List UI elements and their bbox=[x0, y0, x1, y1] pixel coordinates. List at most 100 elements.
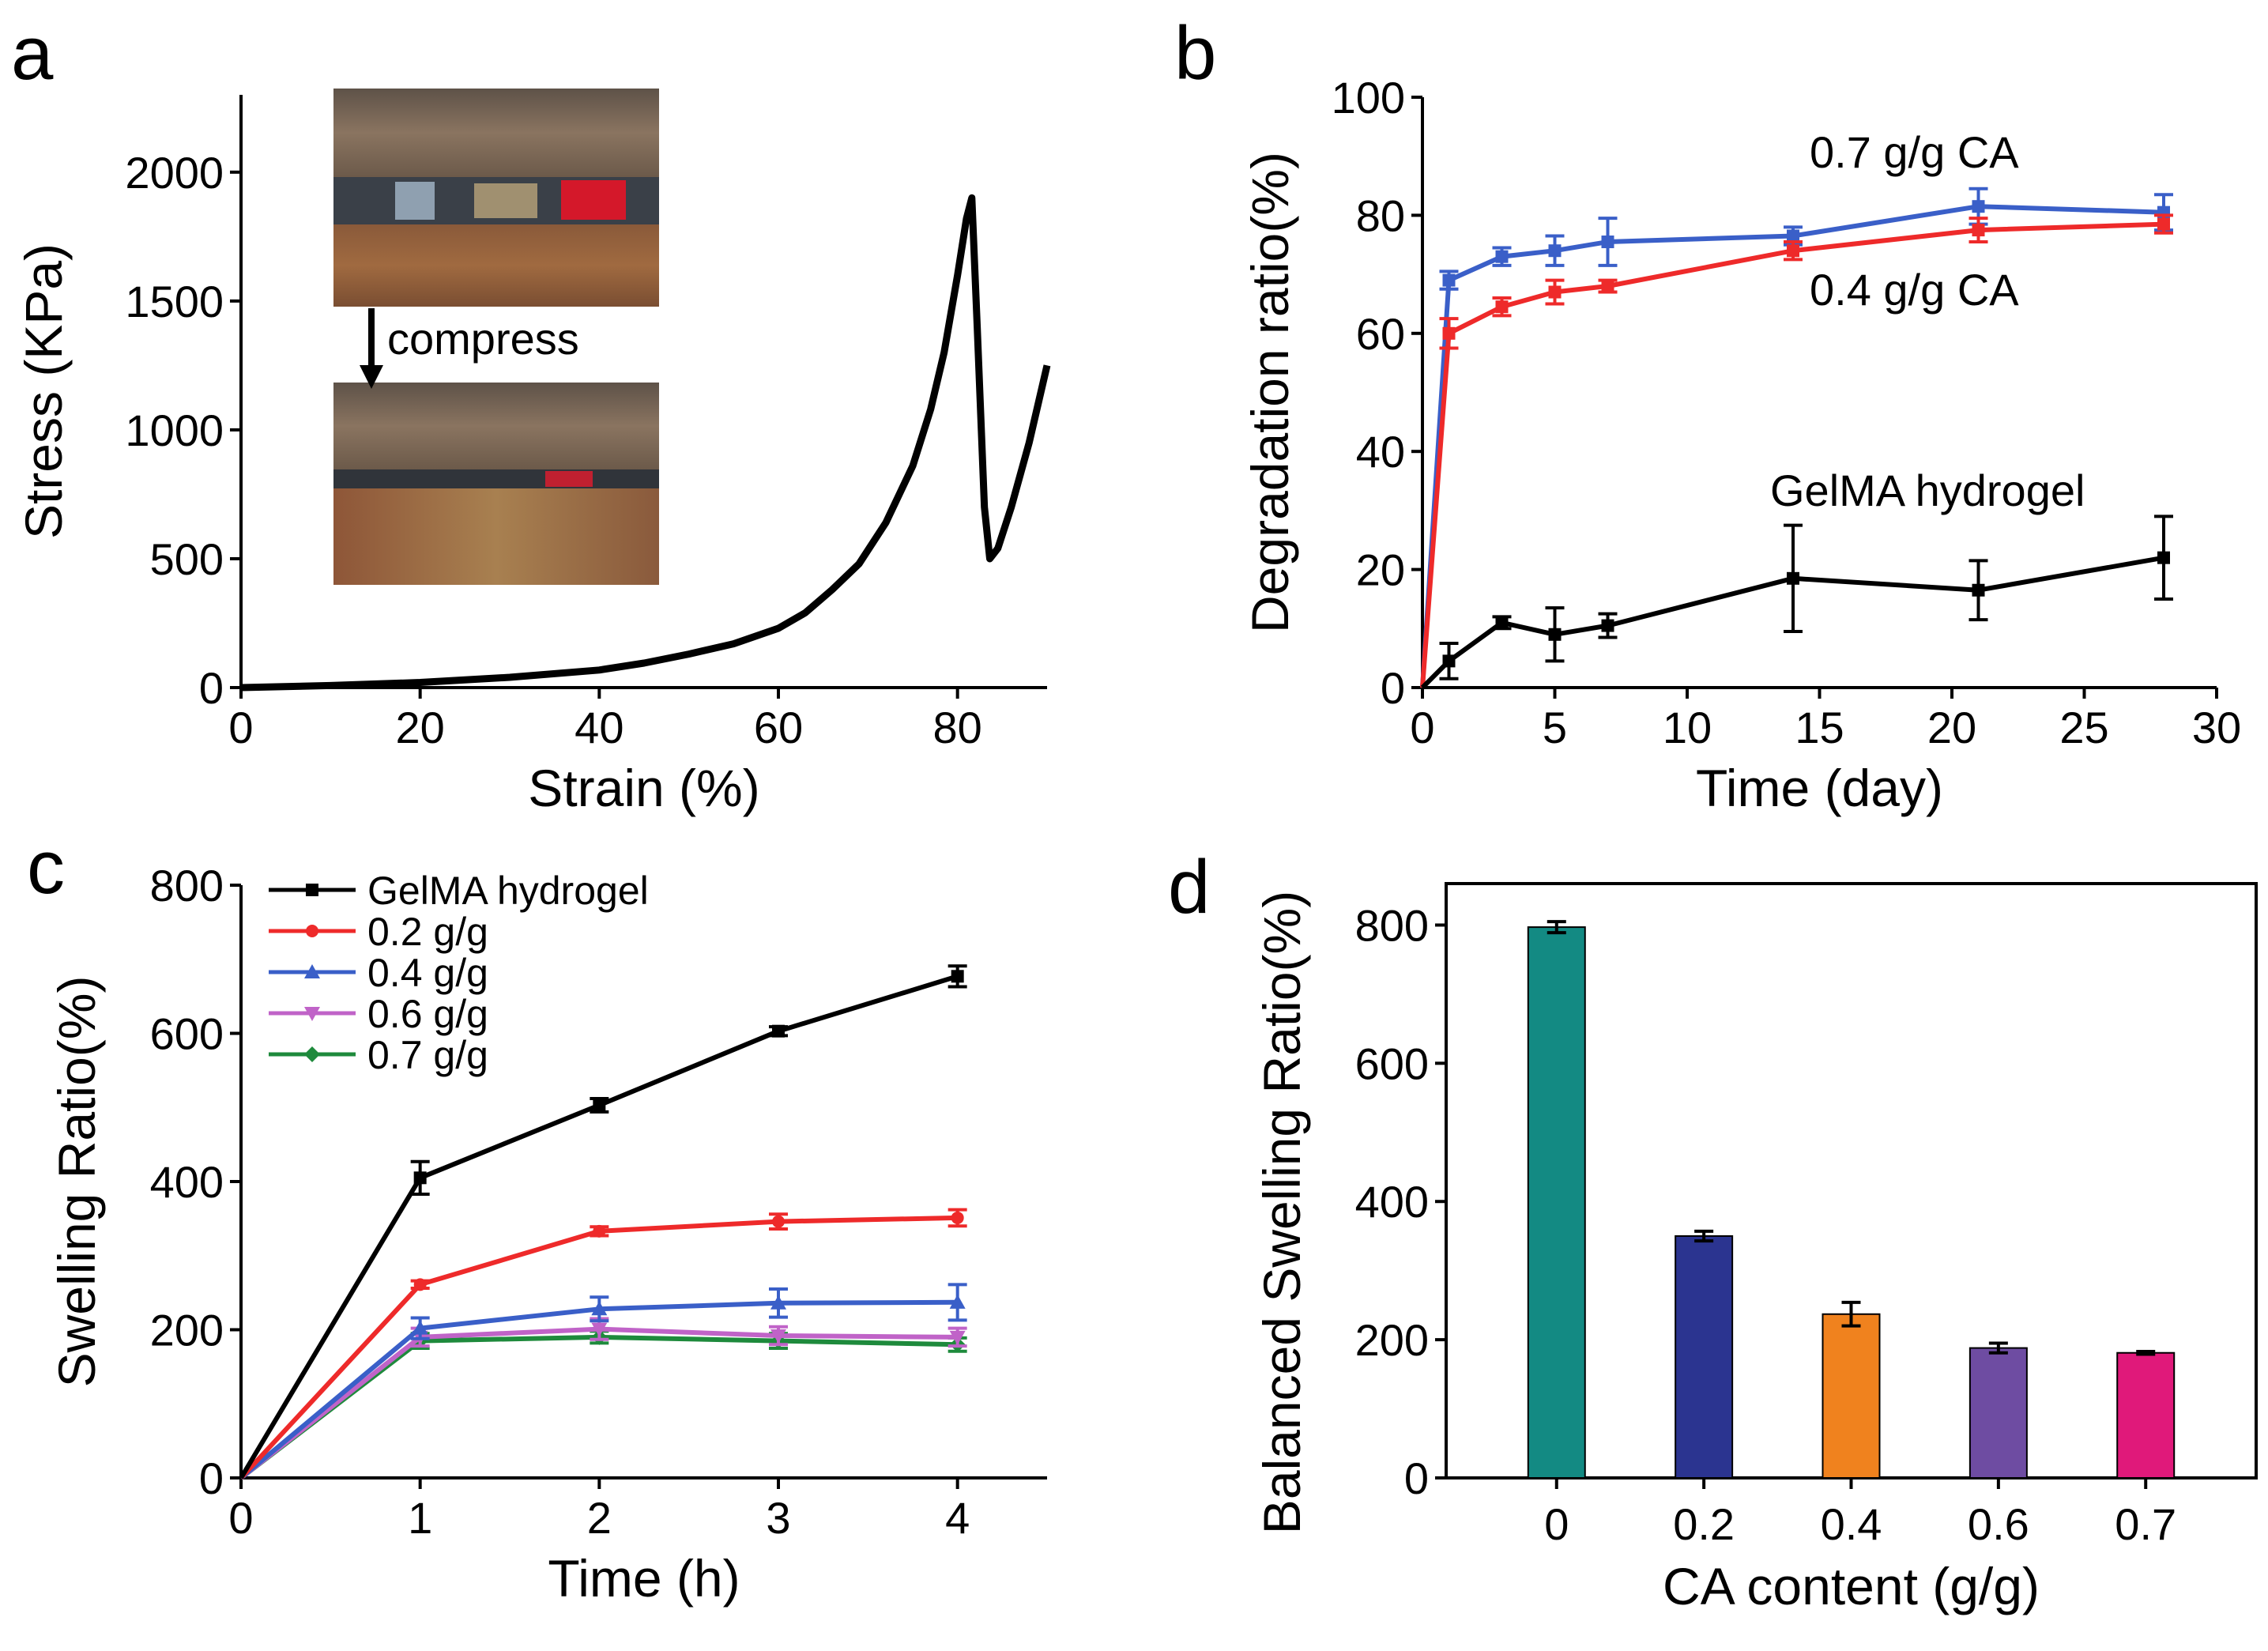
data-point-b bbox=[1972, 200, 1985, 213]
legend-marker-c bbox=[306, 884, 318, 896]
x-tick-label-a: 40 bbox=[575, 703, 624, 752]
bar-d bbox=[1822, 1313, 1881, 1479]
x-axis-label-a: Strain (%) bbox=[528, 759, 759, 817]
y-tick-label-a: 0 bbox=[199, 663, 224, 713]
inset-photo-after bbox=[333, 383, 659, 585]
data-point-c bbox=[951, 1211, 964, 1224]
x-tick-label-d: 0.6 bbox=[1968, 1499, 2029, 1549]
annotation-04-ca: 0.4 g/g CA bbox=[1810, 265, 2019, 315]
y-tick-label-c: 400 bbox=[150, 1157, 224, 1207]
x-tick-label-d: 0.2 bbox=[1673, 1499, 1735, 1549]
y-tick-label-a: 500 bbox=[150, 534, 224, 584]
annotation-07-ca: 0.7 g/g CA bbox=[1810, 127, 2019, 177]
x-axis-label-b: Time (day) bbox=[1696, 759, 1943, 817]
x-tick-label-a: 60 bbox=[754, 703, 803, 752]
data-point-c bbox=[412, 1320, 428, 1335]
x-tick-label-b: 5 bbox=[1543, 703, 1567, 752]
data-point-c bbox=[770, 1295, 786, 1310]
data-point-b bbox=[1442, 654, 1456, 668]
data-point-b bbox=[1601, 280, 1614, 293]
data-point-b bbox=[1442, 326, 1456, 340]
x-tick-label-c: 4 bbox=[945, 1493, 970, 1543]
series-line-c bbox=[239, 1326, 958, 1480]
data-point-b bbox=[1972, 583, 1985, 597]
x-tick-label-a: 20 bbox=[396, 703, 445, 752]
series-line-b bbox=[1420, 555, 2164, 690]
bar-d bbox=[1968, 1347, 2028, 1479]
panel-label-a: a bbox=[11, 11, 54, 96]
x-tick-label-a: 0 bbox=[228, 703, 253, 752]
data-point-c bbox=[951, 970, 964, 983]
data-point-c bbox=[591, 1301, 608, 1316]
data-point-c bbox=[593, 1224, 606, 1238]
data-point-b bbox=[1787, 229, 1799, 243]
data-point-c bbox=[591, 1322, 608, 1337]
legend-label-c: GelMA hydrogel bbox=[367, 869, 649, 913]
data-point-c bbox=[770, 1329, 786, 1344]
series-line-c bbox=[239, 1215, 958, 1480]
data-point-c bbox=[772, 1215, 785, 1228]
legend-label-c: 0.4 g/g bbox=[367, 951, 488, 995]
data-point-b bbox=[1548, 285, 1562, 299]
data-point-c bbox=[413, 1278, 427, 1291]
y-tick-label-b: 40 bbox=[1356, 427, 1405, 477]
y-tick-label-b: 0 bbox=[1381, 663, 1405, 713]
data-point-c bbox=[593, 1099, 606, 1112]
data-point-c bbox=[949, 1330, 966, 1345]
panel-label-d: d bbox=[1168, 845, 1210, 929]
y-tick-label-a: 2000 bbox=[125, 148, 224, 198]
data-point-b bbox=[1787, 571, 1799, 585]
legend-marker-c bbox=[304, 1007, 320, 1021]
panel-c: c 0 1 2 3 4 0 200 400 600 800 Time (h) Swelling Rat… bbox=[27, 825, 1047, 1608]
panel-b: b 0 5 10 15 20 25 30 0 20 40 60 80 100 Time (day) Degr… bbox=[1174, 11, 2241, 817]
x-tick-label-c: 0 bbox=[228, 1493, 253, 1543]
x-tick-label-c: 1 bbox=[408, 1493, 432, 1543]
plot-c bbox=[239, 964, 967, 1480]
x-axis-label-d: CA content (g/g) bbox=[1663, 1557, 2040, 1615]
data-point-b bbox=[1495, 300, 1509, 314]
panel-a: a compress 0 20 40 60 80 0 500 1000 1500 2000 Stra… bbox=[11, 11, 1051, 817]
data-point-c bbox=[949, 1294, 966, 1309]
compress-arrowhead-icon bbox=[360, 365, 383, 389]
y-tick-label-b: 60 bbox=[1356, 309, 1405, 359]
data-point-b bbox=[1601, 619, 1614, 632]
axes-b: 0 5 10 15 20 25 30 0 20 40 60 80 100 Time (day) Degrad… bbox=[1241, 73, 2241, 817]
data-point-b bbox=[2157, 551, 2170, 564]
bar-d bbox=[1675, 1234, 1734, 1479]
inset-caption: compress bbox=[387, 314, 579, 364]
legend-label-c: 0.2 g/g bbox=[367, 910, 488, 954]
plot-a bbox=[240, 194, 1051, 692]
bar-d bbox=[2116, 1351, 2176, 1479]
y-tick-label-d: 200 bbox=[1355, 1315, 1429, 1365]
x-tick-label-d: 0.4 bbox=[1821, 1499, 1882, 1549]
plot-d bbox=[1527, 920, 2176, 1479]
x-tick-label-a: 80 bbox=[933, 703, 982, 752]
y-axis-label-a: Stress (KPa) bbox=[14, 243, 73, 539]
y-tick-label-c: 0 bbox=[199, 1453, 224, 1503]
data-point-b bbox=[1442, 273, 1456, 287]
x-tick-label-b: 0 bbox=[1410, 703, 1434, 752]
inset-photo-before bbox=[333, 89, 659, 307]
x-tick-label-b: 30 bbox=[2192, 703, 2241, 752]
x-tick-label-b: 10 bbox=[1663, 703, 1712, 752]
x-tick-label-c: 3 bbox=[766, 1493, 790, 1543]
axes-a: 0 20 40 60 80 0 500 1000 1500 2000 Strain (%) Stres… bbox=[14, 95, 1047, 817]
y-tick-label-b: 80 bbox=[1356, 190, 1405, 240]
y-tick-label-d: 0 bbox=[1404, 1453, 1429, 1503]
data-point-c bbox=[413, 1171, 427, 1185]
x-tick-label-b: 15 bbox=[1795, 703, 1844, 752]
y-tick-label-c: 600 bbox=[150, 1009, 224, 1059]
data-point-b bbox=[2157, 217, 2170, 231]
data-point-b bbox=[1601, 236, 1614, 249]
axes-d: 0 200 400 600 800 0 0.2 0.4 0.6 0.7 CA content (g/… bbox=[1253, 882, 2258, 1615]
panel-label-b: b bbox=[1174, 11, 1216, 96]
data-point-b bbox=[1548, 628, 1562, 641]
y-tick-label-b: 100 bbox=[1332, 73, 1405, 123]
data-point-b bbox=[1495, 250, 1509, 263]
y-tick-label-d: 800 bbox=[1355, 900, 1429, 950]
y-tick-label-d: 400 bbox=[1355, 1177, 1429, 1227]
y-tick-label-b: 20 bbox=[1356, 545, 1405, 595]
axes-c: 0 1 2 3 4 0 200 400 600 800 Time (h) Swelling Ratio… bbox=[47, 861, 1047, 1608]
